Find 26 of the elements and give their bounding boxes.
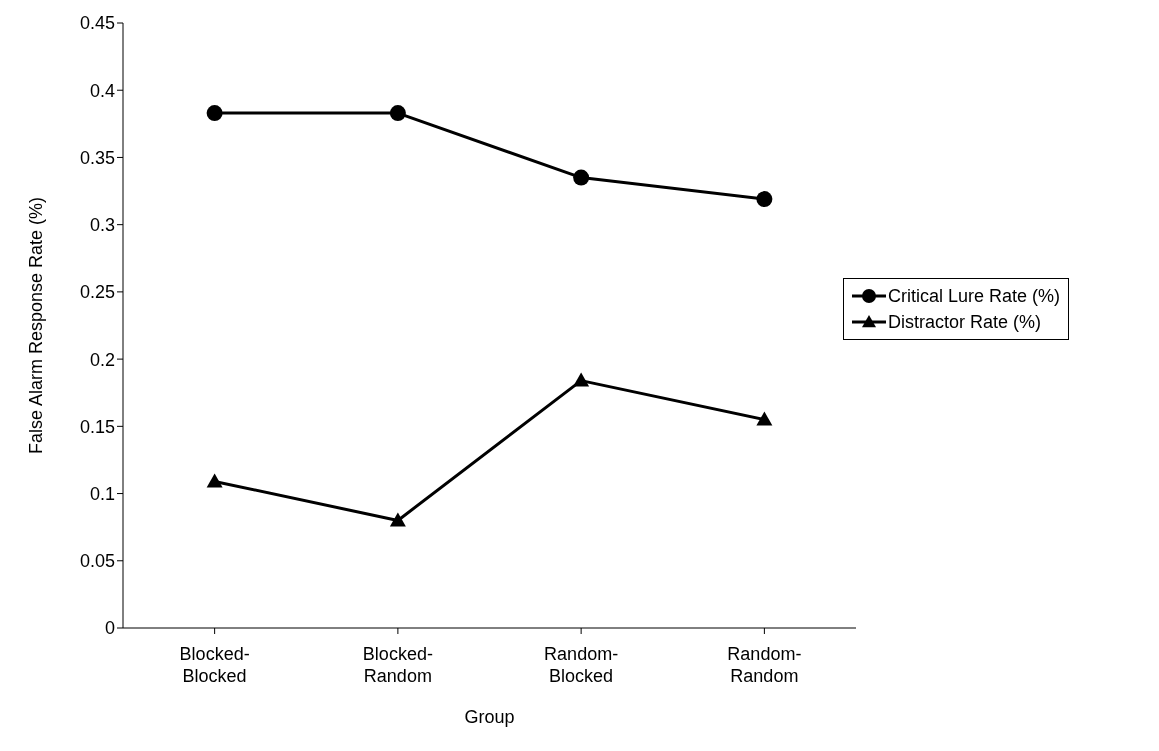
legend-label: Distractor Rate (%) bbox=[888, 311, 1042, 333]
y-tick-label: 0.05 bbox=[79, 551, 115, 572]
point bbox=[389, 105, 406, 122]
point bbox=[756, 191, 773, 208]
y-tick-label: 0.45 bbox=[79, 13, 115, 34]
x-tick-label: Blocked-Random bbox=[362, 644, 433, 686]
y-tick-label: 0.15 bbox=[79, 416, 115, 437]
point bbox=[573, 372, 590, 387]
point bbox=[206, 105, 223, 122]
y-axis-title: False Alarm Response Rate (%) bbox=[26, 196, 47, 455]
y-tick-label: 0.4 bbox=[89, 80, 115, 101]
x-axis-title: Group bbox=[464, 707, 515, 727]
y-tick-label: 0.25 bbox=[79, 282, 115, 303]
x-tick-label: Random-Blocked bbox=[544, 644, 619, 686]
x-tick-label: Random-Random bbox=[727, 644, 802, 686]
y-tick-label: 0.3 bbox=[89, 215, 115, 236]
legend-label: Critical Lure Rate (%) bbox=[888, 285, 1061, 307]
y-tick-label: 0.1 bbox=[89, 483, 115, 504]
x-tick-label: Blocked-Blocked bbox=[179, 644, 250, 686]
y-tick-label: 0.2 bbox=[89, 349, 115, 370]
point bbox=[756, 411, 773, 426]
y-tick-label: 0.35 bbox=[79, 147, 115, 168]
point bbox=[389, 512, 406, 527]
point bbox=[573, 169, 590, 186]
point bbox=[206, 473, 223, 488]
y-tick-label: 0 bbox=[104, 618, 115, 639]
